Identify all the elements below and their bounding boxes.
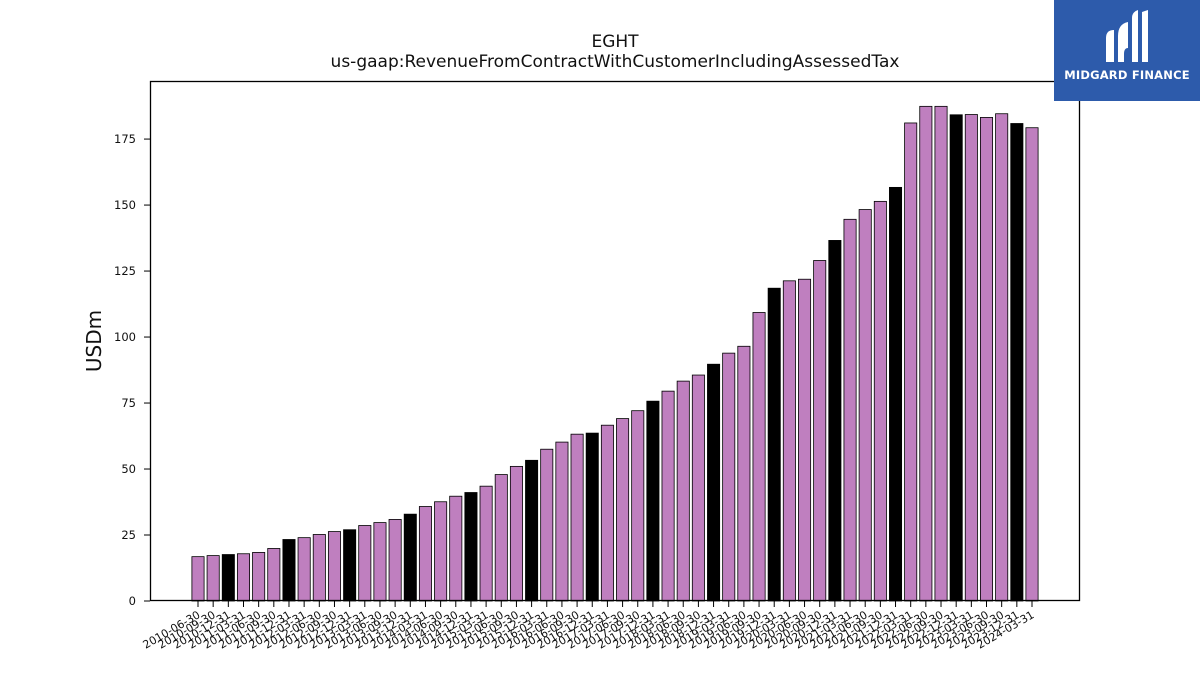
bar-2024-03-31 (1025, 127, 1039, 602)
bar-2015-03-31 (479, 485, 493, 602)
bar-2019-09-30 (752, 312, 766, 602)
bar-2017-03-31 (600, 424, 614, 602)
bar-2013-09-30 (388, 519, 402, 602)
bars-layer (191, 105, 1039, 602)
bar-2011-12-31 (282, 539, 296, 602)
bar-2019-06-30 (737, 345, 751, 602)
y-tick-label: 175 (114, 132, 136, 146)
bar-2020-12-31 (828, 240, 842, 602)
bar-2016-03-31 (540, 448, 554, 602)
bar-2018-03-31 (661, 390, 675, 602)
bar-2011-06-30 (252, 552, 266, 602)
y-tick-label: 150 (114, 198, 136, 212)
bar-2023-12-31 (1010, 123, 1024, 602)
bar-2018-09-30 (691, 374, 705, 602)
bar-2016-12-31 (585, 432, 599, 602)
bar-2022-09-30 (934, 105, 948, 602)
bar-2023-06-30 (980, 117, 994, 602)
bar-2010-12-31 (221, 554, 235, 602)
bar-2014-06-30 (434, 501, 448, 602)
y-tick-label: 100 (114, 330, 136, 344)
bar-2014-09-30 (449, 495, 463, 602)
bar-2016-09-30 (570, 433, 584, 602)
bar-2018-12-31 (707, 363, 721, 602)
bar-2016-06-30 (555, 441, 569, 602)
bar-2012-12-31 (343, 529, 357, 602)
bar-2018-06-30 (676, 380, 690, 602)
bar-2017-12-31 (646, 400, 660, 602)
chart-title: EGHT (591, 32, 639, 52)
midgard-logo-icon (1106, 10, 1148, 62)
bar-2013-06-30 (373, 522, 387, 602)
bar-2012-09-30 (327, 531, 341, 602)
y-tick-label: 0 (129, 594, 136, 608)
bar-2022-06-30 (919, 105, 933, 602)
bar-2017-09-30 (631, 410, 645, 602)
bar-2023-03-31 (964, 114, 978, 602)
bar-2010-06-30 (191, 556, 205, 602)
y-tick-label: 125 (114, 264, 136, 278)
bar-2015-09-30 (509, 465, 523, 602)
bar-2020-09-30 (813, 260, 827, 602)
bar-2022-12-31 (949, 114, 963, 602)
bar-2021-09-30 (873, 200, 887, 602)
bar-2019-12-31 (767, 287, 781, 602)
bar-2014-12-31 (464, 492, 478, 602)
bar-2021-12-31 (889, 186, 903, 602)
y-tick-label: 75 (121, 396, 136, 410)
y-tick-label: 25 (121, 528, 136, 542)
logo-wordmark: MIDGARD FINANCE (1064, 68, 1190, 82)
bar-2022-03-31 (904, 122, 918, 602)
y-axis-label: USDm (82, 310, 106, 372)
bar-2011-09-30 (267, 548, 281, 602)
bar-2020-03-31 (782, 280, 796, 602)
plot-frame (149, 80, 1081, 602)
bar-2015-12-31 (525, 459, 539, 602)
x-axis-ticks: 2010-06-302010-09-302010-12-312011-03-31… (141, 601, 1037, 652)
bar-2010-09-30 (206, 555, 220, 602)
bar-2015-06-30 (494, 474, 508, 602)
y-tick-label: 50 (121, 462, 136, 476)
bar-2013-03-31 (358, 525, 372, 602)
y-axis-ticks: 0 25 50 75 100 125 150 175 (114, 132, 150, 608)
bar-2012-03-31 (297, 537, 311, 602)
bar-2021-06-30 (858, 209, 872, 602)
bar-2020-06-30 (798, 278, 812, 602)
bar-2014-03-31 (418, 506, 432, 602)
bar-2011-03-31 (236, 553, 250, 602)
midgard-finance-logo: MIDGARD FINANCE (1054, 0, 1200, 101)
chart-subtitle: us-gaap:RevenueFromContractWithCustomerI… (330, 52, 900, 72)
bar-2012-06-30 (312, 534, 326, 602)
bar-2019-03-31 (722, 352, 736, 602)
bar-2021-03-31 (843, 218, 857, 602)
bar-2017-06-30 (616, 418, 630, 602)
bar-2023-09-30 (995, 113, 1009, 602)
bar-2013-12-31 (403, 513, 417, 602)
